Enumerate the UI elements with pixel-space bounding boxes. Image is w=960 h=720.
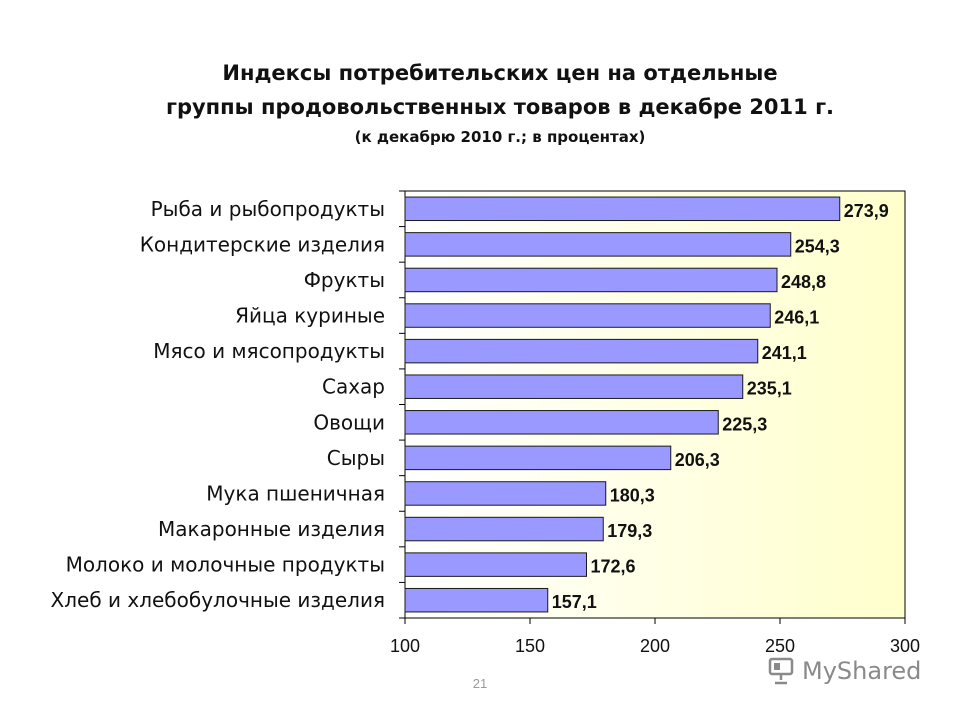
chart-title-line-2: группы продовольственных товаров в декаб…: [165, 95, 835, 119]
bar-9: [404, 481, 607, 506]
value-label-1: 273,9: [844, 201, 889, 221]
bar-3: [404, 267, 778, 293]
chart-subtitle: (к декабрю 2010 г.; в процентах): [354, 128, 646, 146]
x-tick-label-250: 250: [765, 636, 795, 656]
bar-12: [404, 587, 549, 613]
x-tick-label-300: 300: [890, 636, 920, 656]
value-label-9: 180,3: [610, 485, 655, 505]
chart-title-line-1: Индексы потребительских цен на отдельные: [222, 61, 778, 85]
chart-title-block: Индексы потребительских цен на отдельные…: [0, 56, 960, 150]
category-label-1: Рыба и рыбопродукты: [151, 197, 385, 221]
category-label-12: Хлеб и хлебобулочные изделия: [51, 588, 385, 612]
bar-4: [404, 303, 771, 328]
value-label-12: 157,1: [552, 592, 597, 612]
value-label-11: 172,6: [591, 557, 636, 577]
bar-8: [404, 445, 672, 471]
value-label-4: 246,1: [774, 308, 819, 328]
x-tick-label-100: 100: [390, 636, 420, 656]
category-label-8: Сыры: [327, 446, 385, 470]
x-tick-label-150: 150: [515, 636, 545, 656]
category-label-6: Сахар: [322, 375, 385, 399]
value-label-7: 225,3: [722, 414, 767, 434]
watermark: MyShared: [766, 656, 921, 686]
bar-11: [404, 552, 587, 577]
value-label-6: 235,1: [747, 379, 792, 399]
bar-7: [404, 410, 719, 435]
page-number: 21: [472, 676, 488, 691]
category-label-2: Кондитерские изделия: [140, 232, 385, 256]
category-label-7: Овощи: [313, 410, 385, 434]
x-tick-label-200: 200: [640, 636, 670, 656]
category-label-11: Молоко и молочные продукты: [66, 553, 385, 577]
bar-6: [404, 374, 744, 399]
bar-2: [404, 232, 792, 257]
value-label-8: 206,3: [675, 450, 720, 470]
category-label-3: Фрукты: [304, 268, 385, 292]
presentation-board-icon: [768, 657, 794, 685]
category-label-9: Мука пшеничная: [206, 481, 385, 505]
category-label-4: Яйца куриные: [235, 304, 385, 328]
value-label-3: 248,8: [781, 272, 826, 292]
watermark-text: MyShared: [802, 657, 922, 685]
value-label-5: 241,1: [762, 343, 807, 363]
plot-area: [404, 190, 906, 619]
category-label-10: Макаронные изделия: [158, 517, 385, 541]
bar-10: [404, 516, 604, 542]
bar-5: [404, 338, 759, 364]
value-label-2: 254,3: [795, 236, 840, 256]
bar-1: [404, 196, 841, 222]
value-label-10: 179,3: [607, 521, 652, 541]
category-label-5: Мясо и мясопродукты: [153, 339, 385, 363]
